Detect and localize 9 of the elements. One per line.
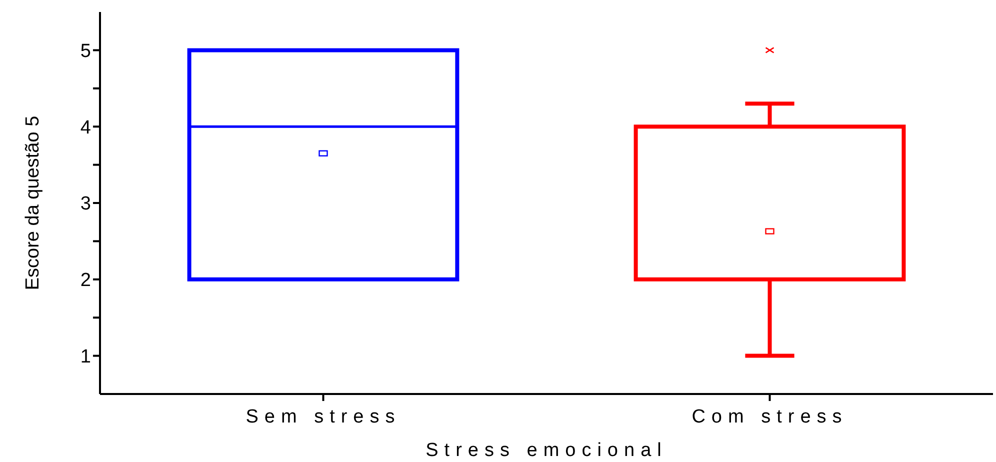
- x-axis-title: Stress emocional: [426, 440, 668, 461]
- y-tick-label: 5: [80, 40, 91, 62]
- y-tick-label: 3: [80, 194, 91, 215]
- y-tick-label: 1: [80, 346, 91, 368]
- y-tick-label: 4: [80, 117, 92, 138]
- x-tick-label: Sem stress: [246, 406, 401, 428]
- y-tick-label: 2: [80, 270, 91, 292]
- x-tick-label: Com stress: [692, 406, 848, 428]
- y-axis-title: Escore da questão 5: [22, 116, 44, 290]
